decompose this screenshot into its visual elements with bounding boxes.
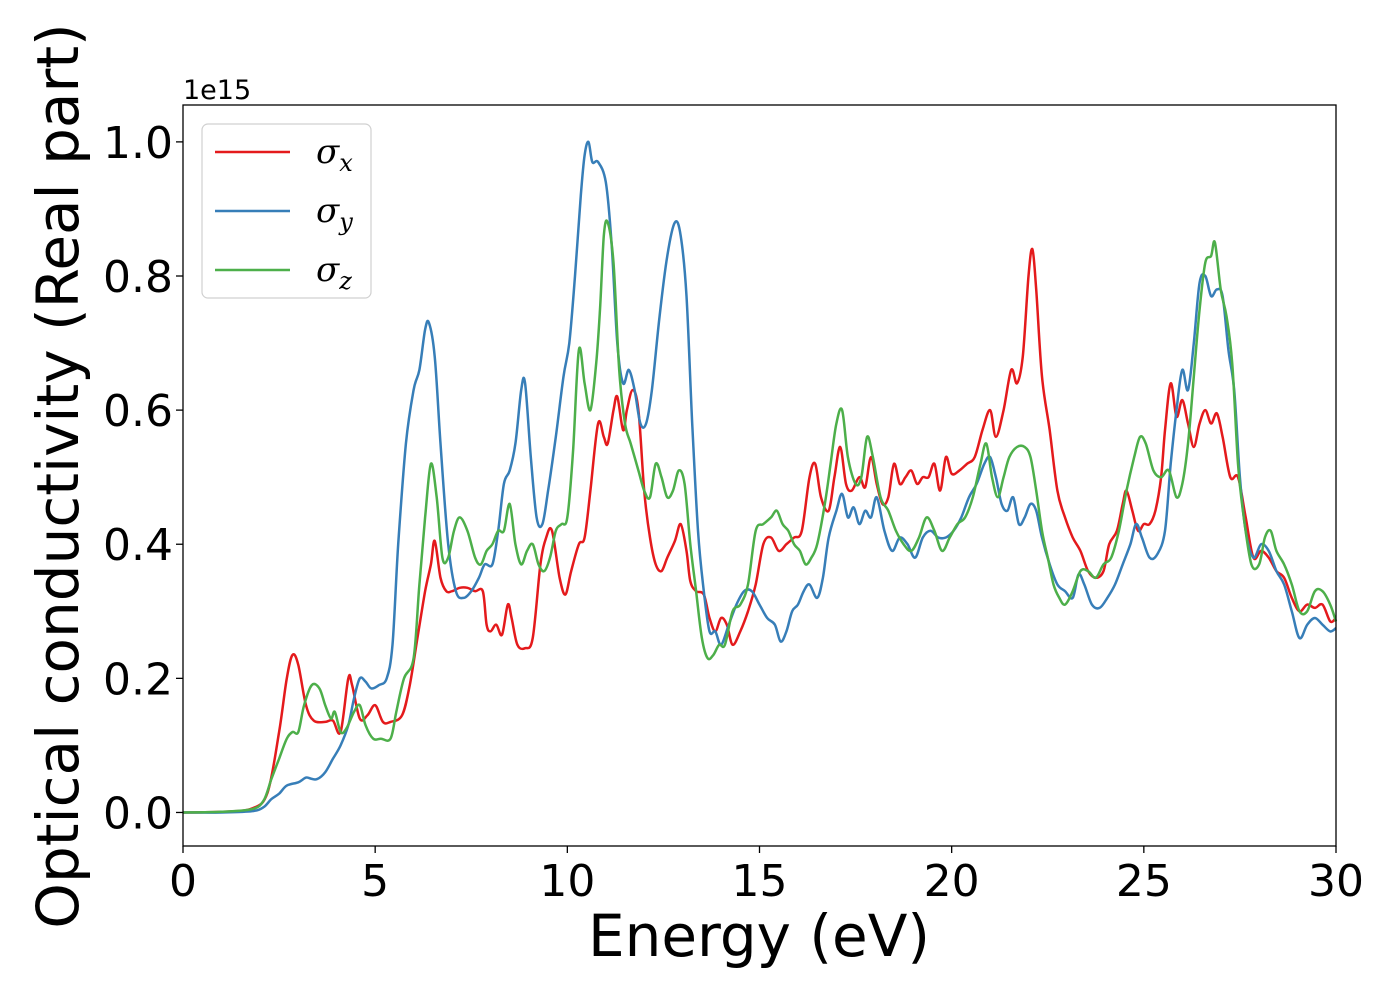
x-axis: 0 5 10 15 20 25 30	[169, 846, 1364, 907]
x-tick-label: 30	[1308, 856, 1364, 907]
y-tick-label: 0.4	[103, 520, 173, 571]
series-line-sigma-z	[182, 219, 1338, 814]
y-tick-label: 0.8	[103, 252, 173, 303]
y-tick-label: 0.0	[103, 788, 173, 839]
y-axis-label: Optical conductivity (Real part)	[24, 23, 92, 928]
y-tick-label: 0.2	[103, 654, 173, 705]
y-tick-label: 1.0	[103, 118, 173, 169]
y-axis: 0.0 0.2 0.4 0.6 0.8 1.0	[103, 118, 183, 839]
x-tick-label: 20	[924, 856, 980, 907]
y-tick-label: 0.6	[103, 386, 173, 437]
x-tick-label: 25	[1116, 856, 1172, 907]
x-tick-label: 5	[361, 856, 389, 907]
x-tick-label: 10	[539, 856, 595, 907]
x-tick-label: 0	[169, 856, 197, 907]
y-axis-offset-label: 1e15	[183, 75, 251, 106]
x-axis-label: Energy (eV)	[588, 902, 930, 970]
series-layer	[182, 140, 1338, 814]
series-line-sigma-x	[182, 247, 1337, 814]
x-tick-label: 15	[732, 856, 788, 907]
series-line-sigma-y	[182, 140, 1337, 814]
